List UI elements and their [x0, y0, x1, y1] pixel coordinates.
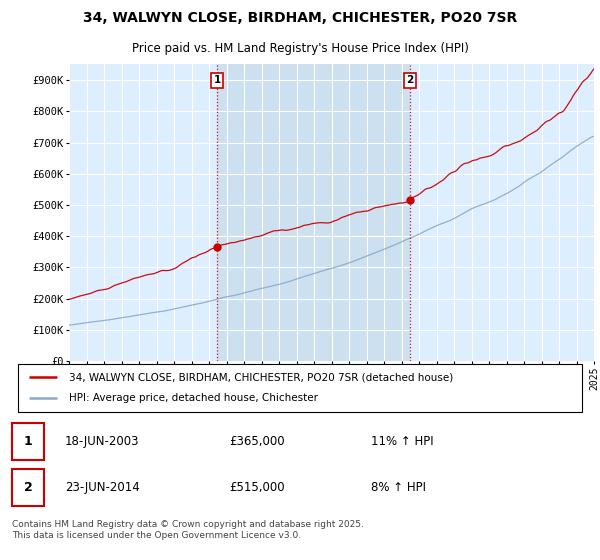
- Text: 2: 2: [406, 76, 413, 85]
- Text: 23-JUN-2014: 23-JUN-2014: [65, 481, 140, 494]
- Text: Price paid vs. HM Land Registry's House Price Index (HPI): Price paid vs. HM Land Registry's House …: [131, 42, 469, 55]
- Text: 34, WALWYN CLOSE, BIRDHAM, CHICHESTER, PO20 7SR: 34, WALWYN CLOSE, BIRDHAM, CHICHESTER, P…: [83, 11, 517, 25]
- Bar: [12, 469, 44, 506]
- Bar: [217, 64, 410, 361]
- Text: £515,000: £515,000: [229, 481, 285, 494]
- Text: HPI: Average price, detached house, Chichester: HPI: Average price, detached house, Chic…: [69, 393, 318, 403]
- Text: 8% ↑ HPI: 8% ↑ HPI: [371, 481, 425, 494]
- Text: 34, WALWYN CLOSE, BIRDHAM, CHICHESTER, PO20 7SR (detached house): 34, WALWYN CLOSE, BIRDHAM, CHICHESTER, P…: [69, 372, 453, 382]
- Text: Contains HM Land Registry data © Crown copyright and database right 2025.
This d: Contains HM Land Registry data © Crown c…: [12, 520, 364, 539]
- Text: £365,000: £365,000: [229, 435, 285, 448]
- Text: 11% ↑ HPI: 11% ↑ HPI: [371, 435, 433, 448]
- Text: 2: 2: [23, 481, 32, 494]
- Bar: [12, 423, 44, 460]
- Text: 1: 1: [23, 435, 32, 448]
- Text: 18-JUN-2003: 18-JUN-2003: [65, 435, 139, 448]
- Text: 1: 1: [214, 76, 221, 85]
